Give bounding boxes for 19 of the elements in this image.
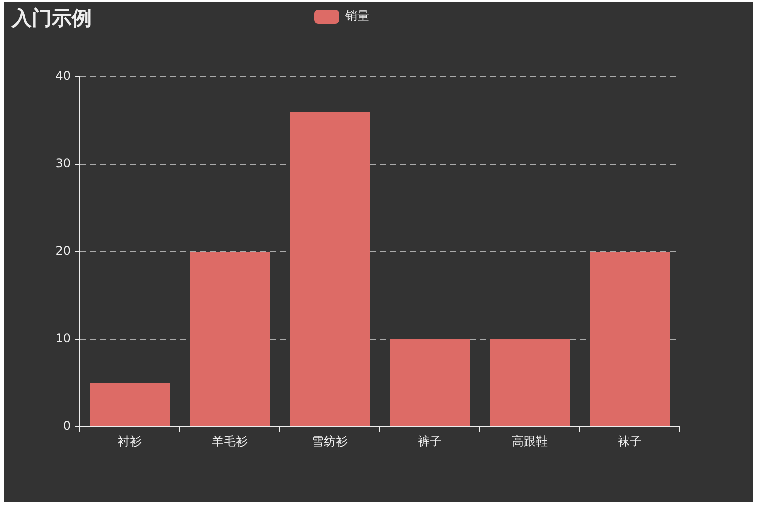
x-tick-label: 高跟鞋 xyxy=(512,434,548,448)
x-tick-label: 袜子 xyxy=(618,434,642,448)
y-tick-label: 0 xyxy=(63,419,71,434)
x-tick-label: 裤子 xyxy=(418,434,442,448)
y-tick-label: 30 xyxy=(56,156,71,171)
bar xyxy=(490,340,570,426)
y-tick-label: 20 xyxy=(56,244,71,258)
bar xyxy=(390,340,470,426)
y-tick-label: 10 xyxy=(56,332,71,346)
legend-label: 销量 xyxy=(344,9,370,24)
x-tick-label: 羊毛衫 xyxy=(212,434,248,448)
bar xyxy=(90,383,170,426)
chart-title: 入门示例 xyxy=(12,6,92,30)
bar xyxy=(590,252,670,426)
bar xyxy=(190,252,270,426)
y-tick-label: 40 xyxy=(56,69,71,84)
x-tick-label: 衬衫 xyxy=(118,434,142,448)
bar xyxy=(290,112,370,426)
x-tick-label: 雪纺衫 xyxy=(312,434,348,448)
